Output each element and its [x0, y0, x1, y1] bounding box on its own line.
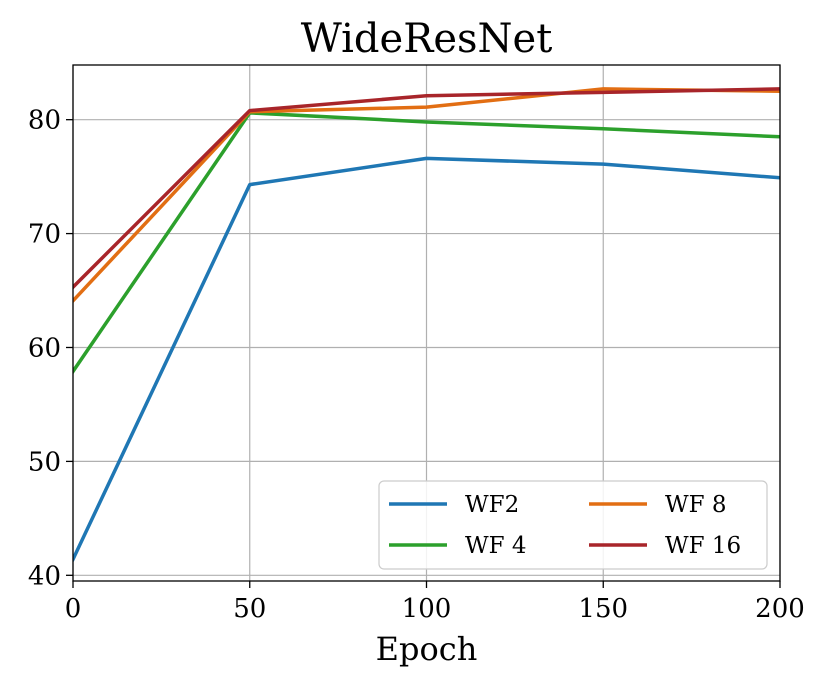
x-axis-label: Epoch: [376, 630, 478, 668]
x-axis-ticks: 0 50 100 150 200: [65, 581, 805, 624]
series-lines: [73, 87, 780, 562]
legend-label-wf2: WF2: [465, 492, 519, 518]
y-tick-label: 40: [28, 561, 61, 591]
series-line-wf-4: [73, 111, 780, 374]
legend-label-wf-16: WF 16: [665, 533, 741, 559]
legend-box: [378, 480, 768, 570]
x-tick-label: 200: [755, 594, 805, 624]
y-tick-label: 60: [28, 333, 61, 363]
y-tick-label: 70: [28, 220, 61, 250]
legend-label-wf-8: WF 8: [665, 492, 727, 518]
series-line-wf2: [73, 156, 780, 562]
legend: WF2 WF 4 WF 8 WF 16: [378, 480, 768, 570]
x-tick-label: 50: [233, 594, 266, 624]
legend-label-wf-4: WF 4: [465, 533, 527, 559]
y-tick-label: 50: [28, 447, 61, 477]
chart-title: WideResNet: [301, 16, 553, 62]
y-tick-label: 80: [28, 106, 61, 136]
x-tick-label: 100: [402, 594, 452, 624]
series-line-wf-16: [73, 87, 780, 290]
x-tick-label: 150: [578, 594, 628, 624]
y-axis-ticks: 40 50 60 70 80: [28, 106, 73, 591]
x-tick-label: 0: [65, 594, 82, 624]
